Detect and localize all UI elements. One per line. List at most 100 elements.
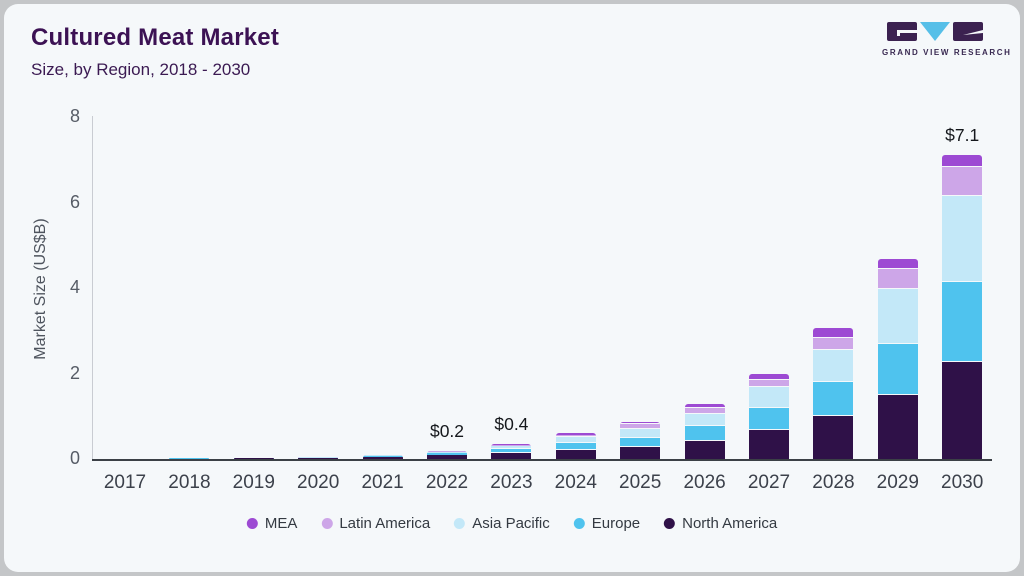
x-tick-2023: 2023 <box>490 472 533 493</box>
x-tick-2017: 2017 <box>103 472 147 493</box>
x-tick-2029: 2029 <box>876 472 919 493</box>
x-tick-2024: 2024 <box>554 472 597 493</box>
bar-2025 <box>620 421 661 459</box>
bar-2028-segment-north-america <box>813 416 854 459</box>
bar-2030-segment-europe <box>942 281 983 362</box>
legend-dot-mea <box>246 518 258 529</box>
bar-2025-segment-latin-america <box>620 423 661 430</box>
legend-item-mea: MEA <box>246 515 298 532</box>
bar-value-label-2030: $7.1 <box>945 124 980 145</box>
bar-2020 <box>298 457 339 459</box>
gvr-logo-text: GRAND VIEW RESEARCH <box>882 48 1012 57</box>
x-tick-2030: 2030 <box>941 472 984 493</box>
bar-2030-segment-asia-pacific <box>942 196 983 282</box>
legend-dot-north-america <box>664 518 676 529</box>
bar-2027-segment-europe <box>749 407 789 431</box>
bar-2029-segment-europe <box>877 343 918 395</box>
legend-item-north-america: North America <box>664 515 777 532</box>
x-tick-2027: 2027 <box>747 472 791 493</box>
bar-2023-segment-mea <box>491 443 532 445</box>
x-tick-2026: 2026 <box>683 472 726 493</box>
bar-2021-segment-asia-pacific <box>362 455 403 456</box>
legend-item-asia-pacific: Asia Pacific <box>454 515 550 532</box>
bar-2022-segment-north-america <box>427 454 467 459</box>
page-title: Cultured Meat Market <box>31 24 280 51</box>
bar-2021-segment-europe <box>362 455 403 457</box>
bar-2022 <box>427 451 467 459</box>
gvr-logo-mark <box>882 22 988 41</box>
bar-2026-segment-latin-america <box>684 408 725 415</box>
bar-2019 <box>233 457 274 459</box>
bar-2026-segment-asia-pacific <box>684 414 725 426</box>
legend-label-asia-pacific: Asia Pacific <box>472 515 550 532</box>
legend-label-latin-america: Latin America <box>339 515 431 532</box>
bar-2018 <box>169 458 210 459</box>
y-tick-2: 2 <box>69 362 80 383</box>
bar-2028-segment-europe <box>813 382 854 417</box>
bar-2022-segment-latin-america <box>427 451 467 452</box>
y-axis-line <box>92 116 93 459</box>
legend-label-europe: Europe <box>591 515 641 532</box>
bar-2023 <box>491 443 532 459</box>
legend-item-europe: Europe <box>573 515 641 532</box>
x-tick-2022: 2022 <box>425 472 469 493</box>
bar-2025-segment-mea <box>620 421 661 424</box>
bar-2028 <box>813 328 854 459</box>
x-tick-2019: 2019 <box>232 472 275 493</box>
bar-2028-segment-latin-america <box>813 337 854 350</box>
bar-2028-segment-mea <box>813 328 854 338</box>
bar-2024-segment-europe <box>555 443 596 451</box>
bar-2027 <box>749 373 789 459</box>
bar-2023-segment-asia-pacific <box>491 446 532 450</box>
bar-2029-segment-north-america <box>877 394 918 459</box>
bar-value-label-2023: $0.4 <box>494 413 529 434</box>
bar-2028-segment-asia-pacific <box>813 349 854 383</box>
legend-label-mea: MEA <box>264 515 298 532</box>
bar-2027-segment-mea <box>749 373 789 381</box>
bar-2024-segment-north-america <box>555 450 596 459</box>
bar-2026-segment-north-america <box>684 441 725 459</box>
y-tick-4: 4 <box>69 277 80 298</box>
bar-2025-segment-asia-pacific <box>620 429 661 439</box>
bar-2023-segment-europe <box>491 449 532 453</box>
y-tick-6: 6 <box>69 191 80 212</box>
bar-2026 <box>684 404 725 459</box>
bar-2030 <box>942 154 983 459</box>
gvr-logo-r-block-icon <box>953 22 983 41</box>
bar-2030-segment-latin-america <box>942 166 983 197</box>
grand-view-research-logo: GRAND VIEW RESEARCH <box>882 22 1012 57</box>
chart-legend: MEA Latin America Asia Pacific Europe North … <box>246 515 777 532</box>
bar-2029-segment-asia-pacific <box>877 289 918 344</box>
y-tick-0: 0 <box>69 448 80 468</box>
legend-item-latin-america: Latin America <box>321 515 430 532</box>
x-tick-2028: 2028 <box>812 472 855 493</box>
bar-2022-segment-europe <box>427 453 467 455</box>
legend-label-north-america: North America <box>682 515 778 532</box>
x-tick-2020: 2020 <box>297 472 340 493</box>
bar-2026-segment-mea <box>684 404 725 409</box>
bar-2030-segment-north-america <box>942 361 983 459</box>
bar-2027-segment-north-america <box>749 430 789 459</box>
x-axis-line <box>92 459 992 461</box>
bar-2029-segment-latin-america <box>877 269 918 290</box>
y-tick-8: 8 <box>69 106 80 127</box>
gvr-logo-g-block-icon <box>887 22 917 41</box>
bar-2022-segment-asia-pacific <box>427 451 467 454</box>
bar-2025-segment-north-america <box>620 447 661 459</box>
bar-2025-segment-europe <box>620 438 661 448</box>
x-tick-2018: 2018 <box>168 472 211 493</box>
x-tick-2025: 2025 <box>619 472 662 493</box>
page-subtitle: Size, by Region, 2018 - 2030 <box>31 60 251 79</box>
bar-2024-segment-mea <box>555 433 596 435</box>
bar-2029 <box>877 259 918 459</box>
bar-2023-segment-north-america <box>491 452 532 459</box>
legend-dot-europe <box>573 518 585 529</box>
gvr-logo-v-triangle-icon <box>920 22 950 41</box>
bar-2024-segment-latin-america <box>555 434 596 438</box>
bar-2023-segment-latin-america <box>491 444 532 447</box>
bar-2021-segment-north-america <box>362 456 403 459</box>
bar-2024 <box>555 433 596 459</box>
bar-2019-segment-north-america <box>233 458 274 459</box>
bar-2027-segment-asia-pacific <box>749 387 789 408</box>
x-tick-2021: 2021 <box>361 472 404 493</box>
